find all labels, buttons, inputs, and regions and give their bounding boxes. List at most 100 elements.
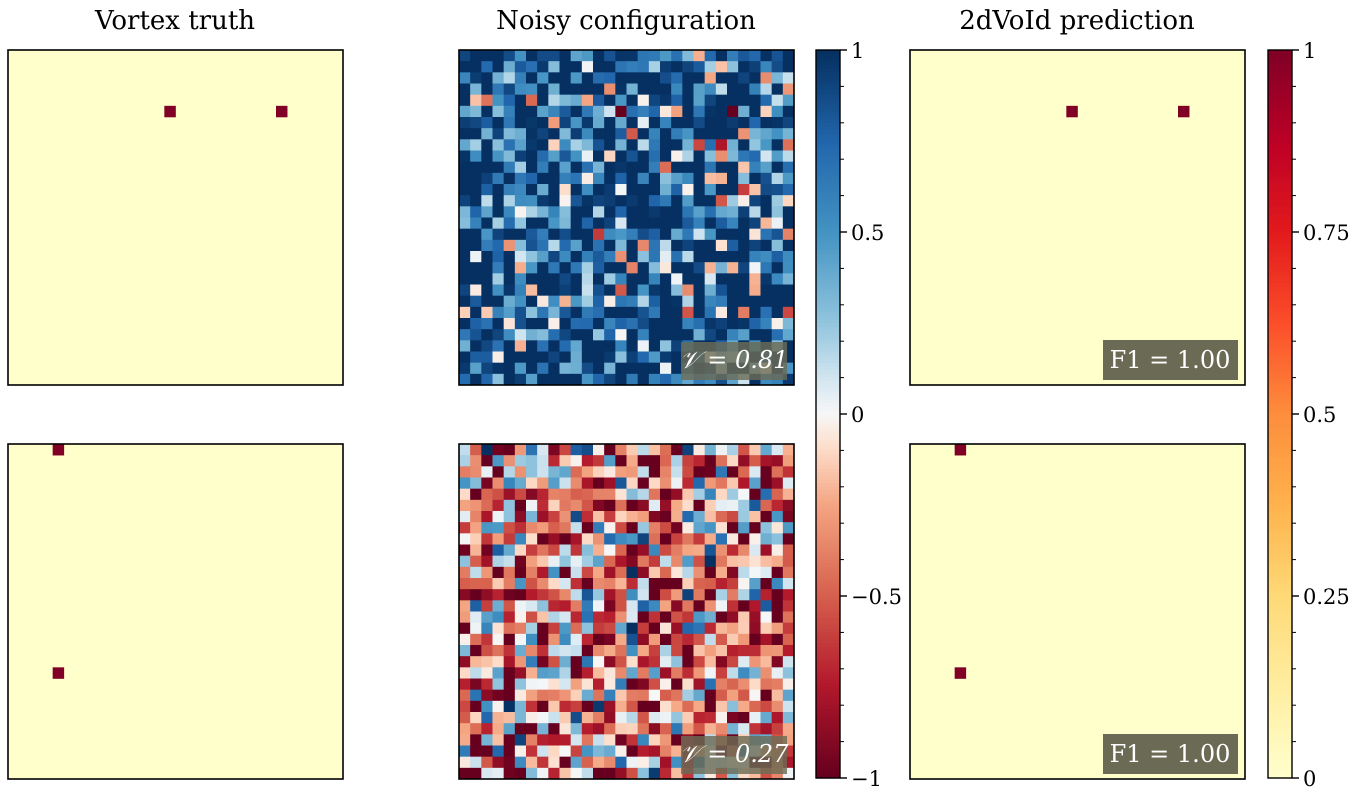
spin-cell (503, 273, 516, 285)
colorbar-gradient-step (1268, 97, 1292, 102)
spin-cell (738, 477, 750, 490)
spin-cell (738, 712, 750, 724)
spin-cell (782, 756, 795, 769)
spin-cell (771, 284, 784, 297)
spin-cell (492, 128, 505, 140)
spin-cell (459, 645, 471, 657)
spin-cell (514, 239, 527, 252)
spin-cell (481, 362, 493, 375)
colorbar-gradient-step (816, 774, 840, 779)
spin-cell (593, 678, 605, 691)
spin-cell (660, 723, 672, 735)
spin-cell (604, 767, 616, 780)
spin-cell (637, 578, 650, 590)
spin-cell (470, 511, 482, 523)
spin-cell (492, 217, 505, 230)
vortex-truth-panel (7, 49, 344, 386)
spin-cell (715, 600, 728, 612)
spin-cell (526, 340, 538, 352)
spin-cell (526, 362, 538, 375)
spin-cell (593, 522, 605, 534)
colorbar-gradient-step (816, 257, 840, 262)
colorbar-gradient-step (816, 122, 840, 128)
spin-cell (459, 195, 471, 207)
spin-cell (660, 195, 672, 207)
spin-cell (727, 522, 739, 534)
colorbar-gradient-step (816, 195, 840, 200)
colorbar-gradient-step (816, 50, 840, 55)
spin-cell (559, 678, 572, 691)
spin-cell (503, 284, 516, 297)
spin-cell (615, 566, 627, 579)
spin-cell (481, 128, 493, 140)
colorbar-gradient-step (1268, 355, 1292, 360)
spin-cell (738, 50, 750, 62)
colorbar-gradient-step (816, 534, 840, 539)
spin-cell (626, 295, 639, 308)
spin-cell (492, 712, 505, 724)
colorbar-gradient-step (1268, 257, 1292, 262)
spin-cell (782, 72, 795, 84)
spin-cell (548, 262, 560, 274)
spin-cell (648, 128, 661, 140)
spin-cell (581, 362, 594, 375)
spin-cell (570, 734, 583, 746)
spin-cell (570, 555, 583, 568)
spin-cell (760, 72, 773, 84)
spin-cell (615, 72, 627, 84)
spin-cell (514, 511, 527, 523)
spin-cell (593, 488, 605, 501)
spin-cell (749, 61, 761, 73)
colorbar-gradient-step (1268, 483, 1292, 488)
spin-cell (626, 206, 639, 218)
spin-cell (782, 362, 795, 375)
spin-cell (503, 295, 516, 308)
spin-cell (682, 656, 694, 668)
spin-cell (682, 678, 694, 691)
colorbar-gradient-step (816, 213, 840, 219)
spin-cell (660, 767, 672, 780)
spin-cell (715, 195, 728, 207)
colorbar-gradient-step (1268, 308, 1292, 313)
spin-cell (738, 633, 750, 646)
spin-cell (526, 745, 538, 758)
spin-cell (459, 284, 471, 297)
spin-cell (738, 656, 750, 668)
spin-cell (727, 689, 739, 702)
colorbar-tick-label: 0 (1303, 767, 1316, 787)
spin-cell (715, 678, 728, 691)
colorbar-gradient-step (1268, 723, 1292, 728)
spin-cell (727, 700, 739, 713)
spin-cell (749, 499, 761, 512)
spin-cell (637, 306, 650, 319)
spin-cell (526, 578, 538, 590)
colorbar-gradient-step (816, 370, 840, 375)
colorbar-gradient-step (816, 687, 840, 692)
spin-cell (637, 72, 650, 84)
spin-cell (671, 172, 683, 185)
spin-cell (682, 117, 694, 129)
spin-cell (593, 373, 605, 386)
spin-cell (503, 117, 516, 129)
spin-cell (604, 522, 616, 534)
spin-cell (537, 94, 549, 107)
spin-cell (559, 756, 572, 769)
colorbar-gradient-step (1268, 555, 1292, 561)
spin-cell (570, 633, 583, 646)
spin-cell (604, 533, 616, 545)
colorbar-gradient-step (816, 610, 840, 615)
spin-cell (771, 251, 784, 263)
spin-cell (782, 329, 795, 341)
colorbar-gradient-step (816, 250, 840, 255)
spin-cell (771, 499, 784, 512)
colorbar-gradient-step (1268, 585, 1292, 590)
spin-cell (749, 723, 761, 735)
spin-cell (537, 83, 549, 96)
colorbar-gradient-step (1268, 330, 1292, 335)
spin-cell (727, 72, 739, 84)
colorbar-gradient-step (816, 282, 840, 288)
spin-cell (648, 228, 661, 241)
colorbar-gradient-step (816, 166, 840, 171)
spin-cell (671, 83, 683, 96)
spin-cell (514, 94, 527, 107)
